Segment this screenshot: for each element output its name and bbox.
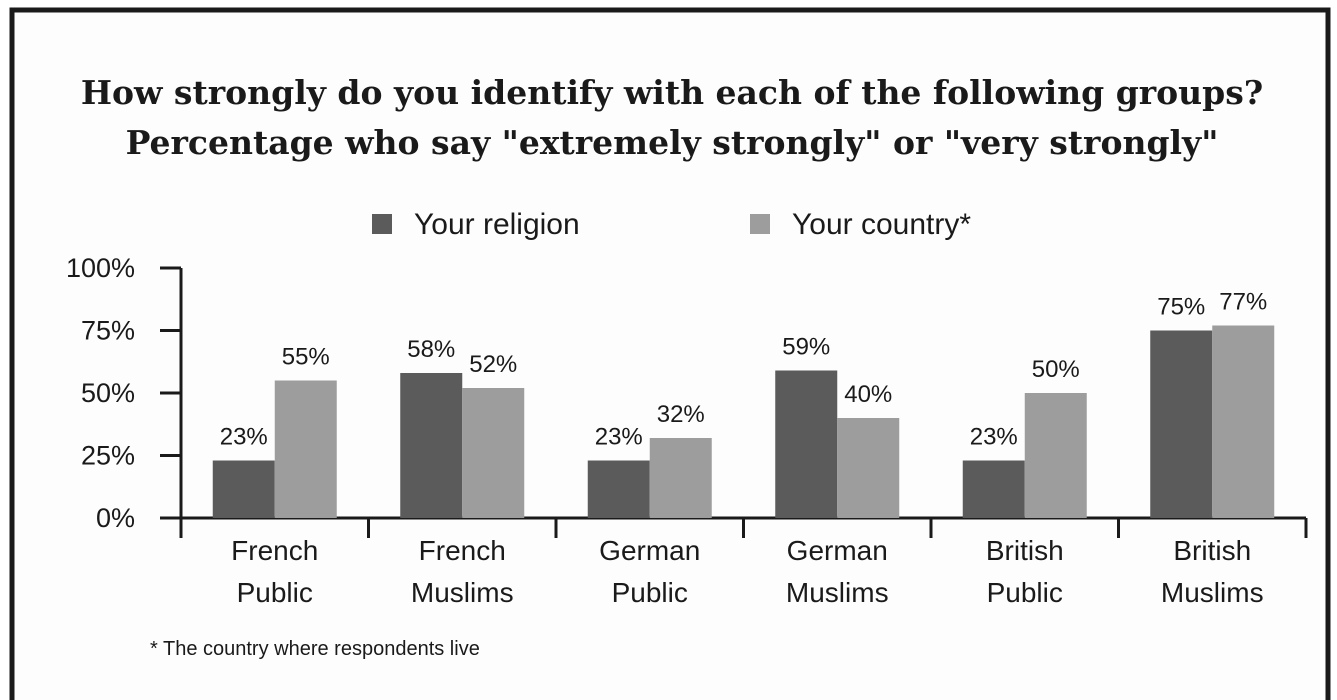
bar — [1150, 330, 1213, 518]
bar — [837, 418, 900, 518]
category-label: French — [419, 535, 506, 566]
bar — [212, 460, 275, 518]
data-label: 75% — [1157, 294, 1205, 321]
bar — [1212, 325, 1275, 518]
data-label: 23% — [970, 424, 1018, 451]
data-label: 23% — [220, 424, 268, 451]
category-label: Public — [237, 577, 313, 608]
legend-label: Your country* — [792, 208, 971, 241]
legend: Your religion Your country* — [372, 208, 971, 241]
bar — [649, 438, 712, 518]
category-label: British — [986, 535, 1064, 566]
category-label: German — [599, 535, 700, 566]
legend-swatch — [750, 214, 770, 234]
y-tick-label: 25% — [81, 441, 135, 471]
chart-title: How strongly do you identify with each o… — [81, 73, 1263, 112]
category-label: Muslims — [411, 577, 514, 608]
bar — [587, 460, 650, 518]
bar — [1024, 393, 1087, 518]
category-label: German — [787, 535, 888, 566]
data-label: 50% — [1032, 356, 1080, 383]
category-label: Muslims — [1161, 577, 1264, 608]
bar — [400, 373, 463, 518]
category-label: French — [231, 535, 318, 566]
y-tick-label: 100% — [66, 253, 135, 283]
frame — [9, 7, 1331, 700]
category-label: Public — [612, 577, 688, 608]
legend-label: Your religion — [414, 208, 580, 241]
bar — [462, 388, 525, 518]
data-label: 32% — [657, 401, 705, 428]
data-label: 77% — [1219, 289, 1267, 316]
data-label: 52% — [469, 351, 517, 378]
data-label: 59% — [782, 334, 830, 361]
y-tick-label: 75% — [81, 316, 135, 346]
data-label: 40% — [844, 381, 892, 408]
legend-swatch — [372, 214, 392, 234]
bar — [274, 380, 337, 518]
bars: 23% 55% 58% 52% 23% 32% 59% 40% 23% 50% 75% 77% — [212, 289, 1275, 518]
data-label: 55% — [282, 344, 330, 371]
category-label: Muslims — [786, 577, 889, 608]
axes: 0% 25% 50% 75% 100% French Public French Muslims… — [66, 253, 1308, 608]
bar — [775, 370, 838, 518]
y-tick-label: 0% — [96, 503, 135, 533]
category-label: Public — [987, 577, 1063, 608]
data-label: 23% — [595, 424, 643, 451]
data-label: 58% — [407, 336, 455, 363]
footnote: * The country where respondents live — [150, 638, 480, 660]
chart-subtitle: Percentage who say "extremely strongly" … — [126, 123, 1219, 162]
category-label: British — [1173, 535, 1251, 566]
y-tick-label: 50% — [81, 378, 135, 408]
bar — [962, 460, 1025, 518]
